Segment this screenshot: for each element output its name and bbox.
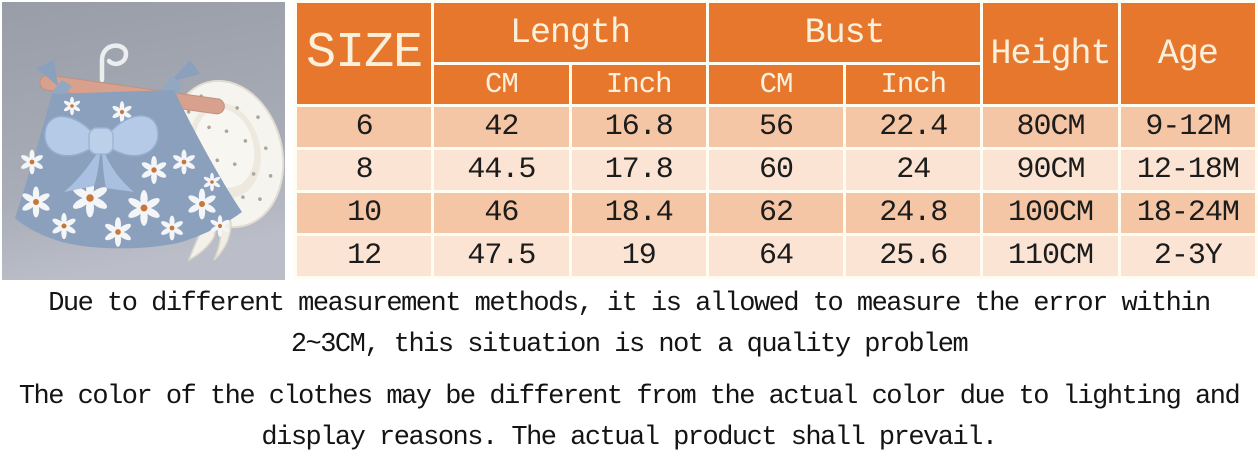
product-photo-illustration [2, 2, 285, 280]
cell-bust-cm: 56 [705, 104, 847, 150]
cell-length-inch: 17.8 [568, 147, 709, 193]
cell-length-inch: 18.4 [568, 190, 709, 236]
cell-bust-inch: 25.6 [843, 233, 984, 279]
cell-length-cm: 42 [431, 104, 572, 150]
cell-height: 80CM [980, 104, 1121, 150]
product-photo [2, 2, 285, 280]
cell-age: 12-18M [1117, 147, 1258, 193]
cell-length-cm: 47.5 [431, 233, 572, 279]
col-header-length: Length [431, 0, 709, 65]
cell-bust-inch: 22.4 [843, 104, 984, 150]
cell-bust-cm: 60 [705, 147, 847, 193]
cell-size: 10 [293, 190, 435, 236]
cell-length-cm: 44.5 [431, 147, 572, 193]
color-disclaimer-line1: The color of the clothes may be differen… [18, 382, 1241, 412]
color-disclaimer: The color of the clothes may be differen… [0, 377, 1258, 459]
col-header-height: Height [980, 0, 1121, 107]
disclaimer-notes: Due to different measurement methods, it… [0, 284, 1258, 459]
cell-age: 2-3Y [1117, 233, 1258, 279]
cell-height: 90CM [980, 147, 1121, 193]
size-table-container: SIZE Length Bust Height Age CM Inch CM I… [293, 0, 1258, 279]
table-row-size-8: 8 44.5 17.8 60 24 90CM 12-18M [293, 147, 1258, 193]
measurement-disclaimer-line2: 2~3CM, this situation is not a quality p… [290, 330, 969, 360]
cell-height: 100CM [980, 190, 1121, 236]
col-header-length-cm: CM [431, 62, 572, 107]
col-header-length-inch: Inch [568, 62, 709, 107]
table-row-size-6: 6 42 16.8 56 22.4 80CM 9-12M [293, 104, 1258, 150]
col-header-bust: Bust [705, 0, 984, 65]
floral-dress-illustration [15, 60, 242, 249]
cell-bust-cm: 64 [705, 233, 847, 279]
cell-bust-cm: 62 [705, 190, 847, 236]
measurement-disclaimer-line1: Due to different measurement methods, it… [48, 289, 1211, 319]
cell-length-inch: 19 [568, 233, 709, 279]
col-header-bust-inch: Inch [843, 62, 984, 107]
cell-age: 18-24M [1117, 190, 1258, 236]
cell-height: 110CM [980, 233, 1121, 279]
cell-length-inch: 16.8 [568, 104, 709, 150]
col-header-size: SIZE [293, 0, 435, 107]
table-row-size-12: 12 47.5 19 64 25.6 110CM 2-3Y [293, 233, 1258, 279]
cell-bust-inch: 24.8 [843, 190, 984, 236]
size-table: SIZE Length Bust Height Age CM Inch CM I… [293, 0, 1258, 279]
cell-size: 6 [293, 104, 435, 150]
size-table-header: SIZE Length Bust Height Age CM Inch CM I… [293, 0, 1258, 107]
measurement-disclaimer: Due to different measurement methods, it… [0, 284, 1258, 366]
cell-size: 12 [293, 233, 435, 279]
table-row-size-10: 10 46 18.4 62 24.8 100CM 18-24M [293, 190, 1258, 236]
color-disclaimer-line2: display reasons. The actual product shal… [261, 423, 998, 453]
cell-length-cm: 46 [431, 190, 572, 236]
cell-age: 9-12M [1117, 104, 1258, 150]
cell-size: 8 [293, 147, 435, 193]
cell-bust-inch: 24 [843, 147, 984, 193]
col-header-bust-cm: CM [705, 62, 847, 107]
col-header-age: Age [1117, 0, 1258, 107]
dress-bow [44, 115, 159, 192]
